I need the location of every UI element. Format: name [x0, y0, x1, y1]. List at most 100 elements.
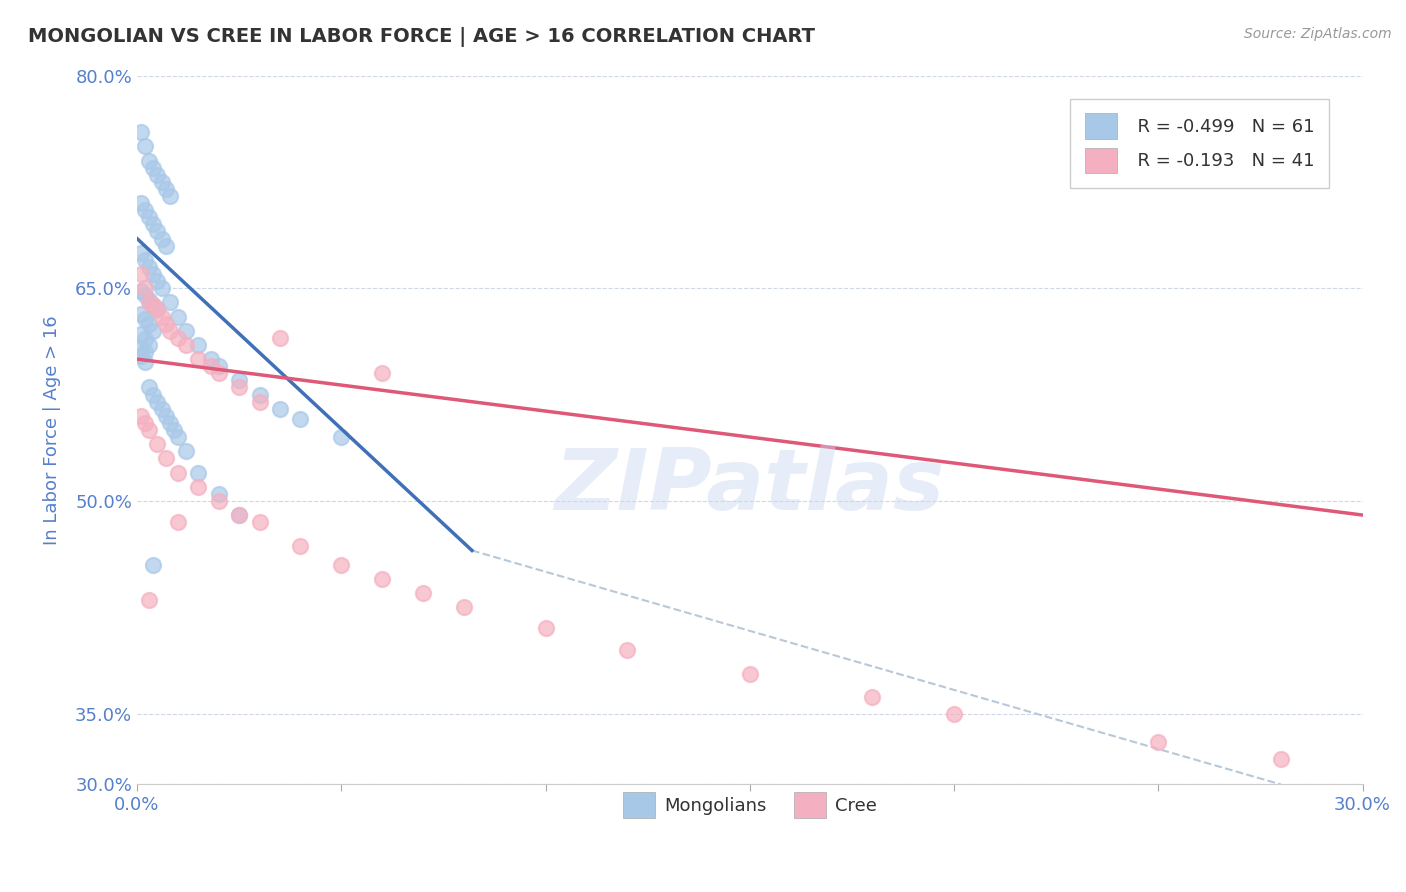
Point — [138, 260, 160, 274]
Point — [1147, 735, 1170, 749]
Point — [134, 288, 156, 302]
Point — [146, 168, 169, 182]
Point — [159, 189, 181, 203]
Point — [138, 380, 160, 394]
Point — [150, 310, 173, 324]
Point — [616, 642, 638, 657]
Point — [134, 332, 156, 346]
Point — [134, 203, 156, 218]
Point — [142, 558, 165, 572]
Point — [155, 317, 177, 331]
Point — [249, 515, 271, 529]
Point — [134, 345, 156, 359]
Point — [208, 487, 231, 501]
Point — [166, 430, 188, 444]
Text: MONGOLIAN VS CREE IN LABOR FORCE | AGE > 16 CORRELATION CHART: MONGOLIAN VS CREE IN LABOR FORCE | AGE >… — [28, 27, 815, 46]
Text: Source: ZipAtlas.com: Source: ZipAtlas.com — [1244, 27, 1392, 41]
Point — [249, 387, 271, 401]
Point — [371, 572, 394, 586]
Point — [290, 411, 312, 425]
Point — [453, 600, 475, 615]
Point — [166, 310, 188, 324]
Point — [134, 312, 156, 326]
Point — [155, 409, 177, 423]
Point — [146, 394, 169, 409]
Point — [134, 281, 156, 295]
Point — [142, 218, 165, 232]
Point — [228, 373, 250, 387]
Point — [129, 307, 152, 321]
Point — [166, 331, 188, 345]
Point — [146, 437, 169, 451]
Point — [159, 324, 181, 338]
Point — [142, 161, 165, 175]
Text: ZIPatlas: ZIPatlas — [554, 445, 945, 528]
Point — [129, 267, 152, 281]
Point — [150, 175, 173, 189]
Point — [290, 539, 312, 553]
Point — [208, 494, 231, 508]
Point — [228, 380, 250, 394]
Point — [738, 666, 761, 681]
Point — [187, 480, 209, 494]
Point — [208, 359, 231, 374]
Point — [134, 139, 156, 153]
Point — [129, 409, 152, 423]
Point — [142, 324, 165, 338]
Point — [174, 444, 197, 458]
Point — [269, 401, 291, 416]
Point — [534, 622, 557, 636]
Point — [134, 416, 156, 430]
Point — [371, 366, 394, 380]
Point — [174, 338, 197, 352]
Point — [228, 508, 250, 522]
Point — [330, 430, 353, 444]
Point — [166, 466, 188, 480]
Point — [142, 298, 165, 312]
Point — [129, 245, 152, 260]
Point — [146, 225, 169, 239]
Point — [159, 416, 181, 430]
Point — [138, 593, 160, 607]
Point — [943, 706, 966, 721]
Point — [134, 252, 156, 267]
Point — [412, 586, 434, 600]
Point — [860, 690, 883, 704]
Point — [142, 267, 165, 281]
Point — [129, 196, 152, 211]
Point — [138, 211, 160, 225]
Point — [200, 352, 222, 367]
Point — [129, 341, 152, 355]
Point — [134, 355, 156, 369]
Point — [146, 302, 169, 317]
Point — [187, 352, 209, 367]
Point — [129, 349, 152, 363]
Point — [138, 317, 160, 331]
Point — [269, 331, 291, 345]
Point — [155, 238, 177, 252]
Point — [142, 298, 165, 312]
Point — [166, 515, 188, 529]
Point — [163, 423, 186, 437]
Point — [146, 274, 169, 288]
Point — [228, 508, 250, 522]
Point — [138, 293, 160, 307]
Point — [138, 295, 160, 310]
Point — [1270, 752, 1292, 766]
Point — [187, 338, 209, 352]
Point — [138, 153, 160, 168]
Point — [249, 394, 271, 409]
Point — [187, 466, 209, 480]
Point — [150, 231, 173, 245]
Point — [146, 302, 169, 317]
Point — [330, 558, 353, 572]
Point — [159, 295, 181, 310]
Point — [142, 387, 165, 401]
Point — [155, 182, 177, 196]
Point — [174, 324, 197, 338]
Point — [200, 359, 222, 374]
Point — [150, 281, 173, 295]
Point — [129, 326, 152, 341]
Point — [155, 451, 177, 466]
Point — [129, 125, 152, 139]
